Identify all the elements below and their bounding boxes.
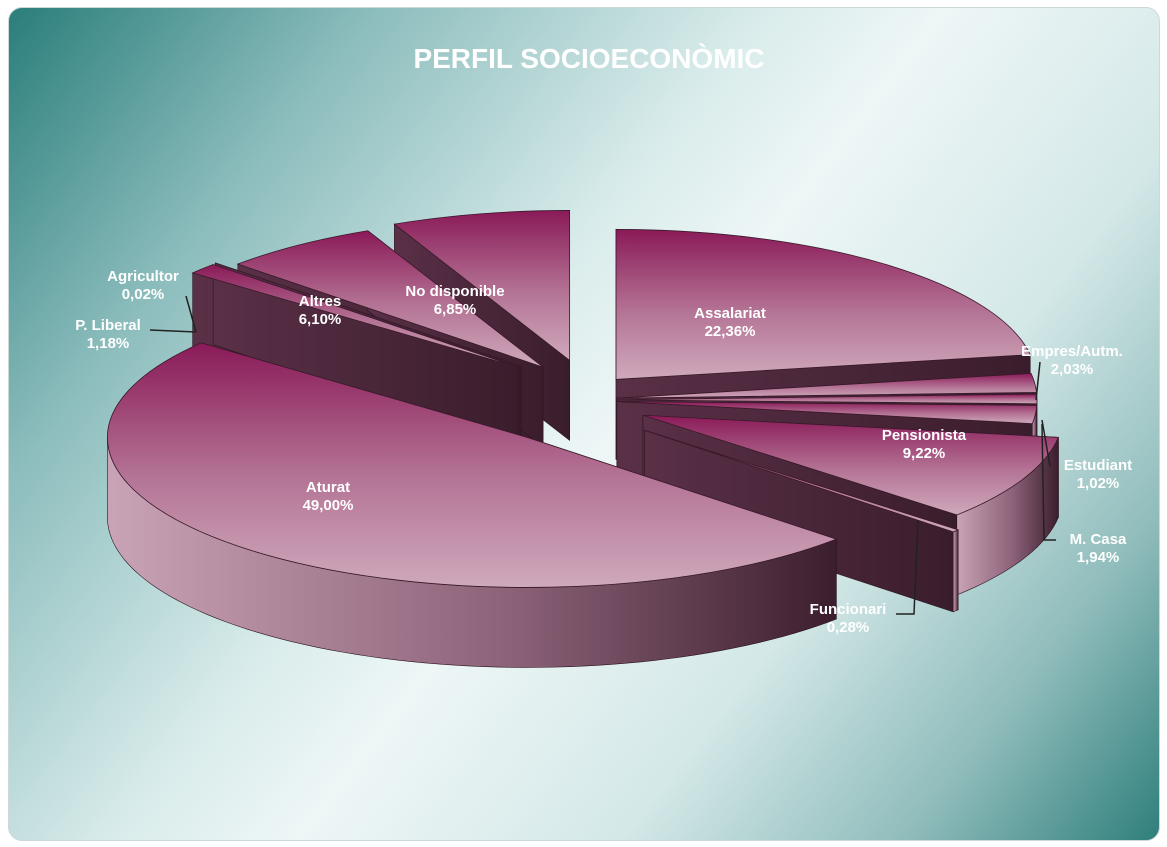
label-estudiant: Estudiant 1,02% (1064, 457, 1132, 492)
label-m-casa: M. Casa 1,94% (1070, 531, 1127, 566)
leader-p-liberal (149, 329, 197, 333)
leader-agricultor (185, 295, 197, 333)
label-no-disponible: No disponible 6,85% (405, 283, 504, 318)
slice-aturat (107, 342, 838, 668)
slice-p-liberal (191, 264, 520, 448)
leader-m-casa (1041, 423, 1056, 541)
label-empres-autm: Empres/Autm. 2,03% (1021, 343, 1123, 378)
leader-estudiant (1041, 419, 1051, 467)
label-pensionista: Pensionista 9,22% (882, 427, 967, 462)
chart-title: PERFIL SOCIOECONÒMIC (413, 43, 764, 74)
leader-empres-autm (1035, 361, 1041, 401)
label-funcionari: Funcionari 0,28% (810, 601, 887, 636)
label-altres: Altres 6,10% (299, 293, 342, 328)
label-agricultor: Agricultor 0,02% (107, 268, 179, 303)
leader-funcionari (896, 519, 919, 615)
label-aturat: Aturat 49,00% (303, 479, 354, 514)
label-assalariat: Assalariat 22,36% (694, 305, 766, 340)
label-p-liberal: P. Liberal 1,18% (75, 317, 141, 352)
